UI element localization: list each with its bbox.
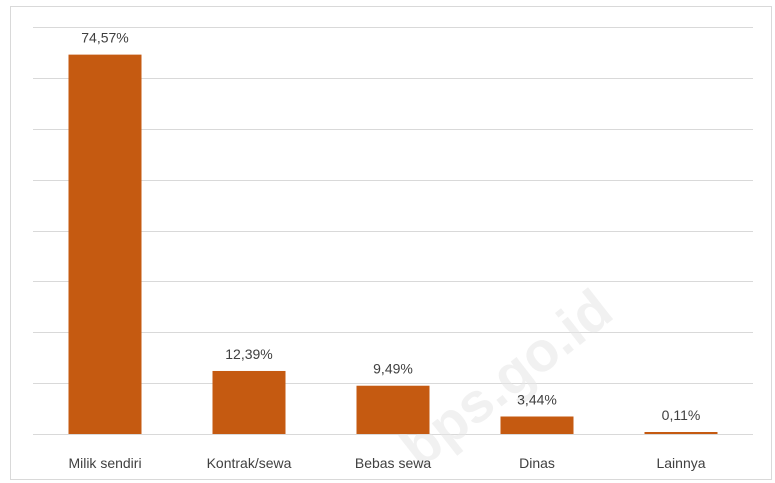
data-label: 0,11% bbox=[662, 407, 701, 423]
data-label: 12,39% bbox=[225, 346, 272, 362]
category-labels: Milik sendiri Kontrak/sewa Bebas sewa Dinas… bbox=[68, 455, 705, 471]
category-label: Kontrak/sewa bbox=[207, 455, 292, 471]
watermark: bps.go.id bbox=[389, 277, 624, 480]
bars bbox=[68, 54, 718, 435]
bar bbox=[212, 370, 286, 434]
data-label: 74,57% bbox=[81, 30, 128, 46]
bar bbox=[68, 54, 142, 435]
data-label: 9,49% bbox=[373, 361, 413, 377]
category-label: Milik sendiri bbox=[68, 455, 141, 471]
bar bbox=[356, 385, 430, 434]
category-label: Lainnya bbox=[656, 455, 705, 471]
data-label: 3,44% bbox=[517, 391, 557, 407]
bar bbox=[644, 432, 718, 434]
bar bbox=[500, 416, 574, 434]
category-label: Bebas sewa bbox=[355, 455, 431, 471]
category-label: Dinas bbox=[519, 455, 555, 471]
gridlines bbox=[33, 27, 753, 435]
data-labels: 74,57% 12,39% 9,49% 3,44% 0,11% bbox=[81, 30, 700, 423]
watermark-text: bps.go.id bbox=[389, 277, 624, 480]
